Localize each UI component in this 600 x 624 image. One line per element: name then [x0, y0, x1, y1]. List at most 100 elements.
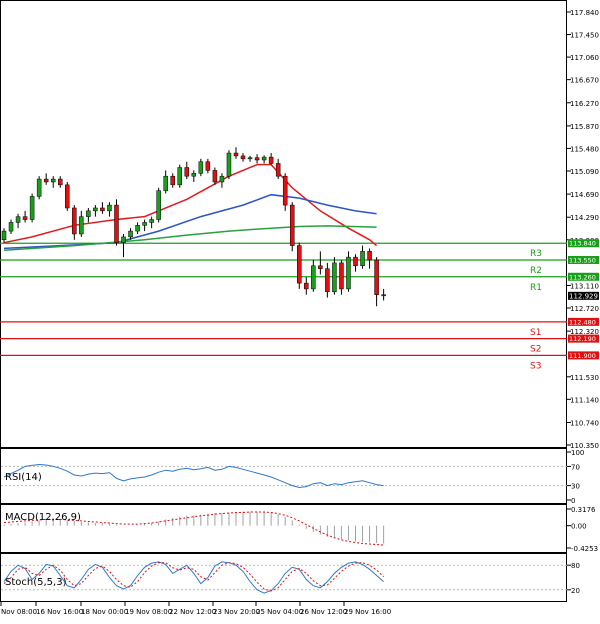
candle-body — [177, 167, 182, 186]
x-tick-label: 29 Nov 16:00 — [344, 608, 391, 616]
candle-body — [191, 173, 197, 177]
rsi-y-tick-label: 0 — [571, 497, 575, 505]
price-y-tick-label: 111.530 — [570, 374, 599, 382]
candlesticks — [1, 147, 386, 307]
x-tick-label: 26 Nov 12:00 — [300, 608, 347, 616]
macd-panel — [0, 504, 567, 553]
level-value-label: 111.900 — [569, 352, 596, 360]
candle-body — [156, 190, 161, 220]
candle-body — [353, 256, 358, 267]
candle-body — [346, 256, 351, 290]
last-price-label: 112.929 — [569, 292, 598, 300]
candle-body — [212, 170, 218, 183]
price-y-tick-label: 110.740 — [570, 419, 599, 427]
x-tick-label: 22 Nov 12:00 — [169, 608, 216, 616]
level-value-box — [568, 334, 599, 343]
candle-body — [57, 178, 63, 186]
x-tick-label: Nov 08:00 — [1, 608, 37, 616]
macd-indicator: 0.3176 0.00 -0.4253 — [3, 506, 598, 553]
candle-body — [240, 155, 246, 160]
candle-body — [297, 245, 302, 284]
x-tick-label: 25 Nov 04:00 — [256, 608, 303, 616]
level-value-box — [568, 239, 599, 248]
candle-body — [128, 230, 133, 238]
level-name-label: S2 — [530, 345, 541, 355]
candle-body — [374, 259, 379, 295]
candle-body — [15, 216, 21, 223]
x-tick-label: 23 Nov 20:00 — [213, 608, 260, 616]
price-y-tick-label: 115.480 — [570, 145, 599, 153]
level-value-label: 113.550 — [569, 257, 596, 265]
candle-body — [121, 236, 126, 243]
candle-body — [93, 207, 98, 212]
candle-body — [135, 225, 140, 232]
candle-body — [261, 156, 267, 161]
candle-body — [325, 268, 330, 293]
candle-body — [205, 161, 211, 171]
macd-y-tick-label: 0.3176 — [571, 506, 596, 514]
x-tick-label: 16 Nov 16:00 — [36, 608, 83, 616]
candle-body — [184, 167, 190, 177]
candle-body — [29, 196, 35, 220]
candle-body — [36, 178, 42, 197]
price-y-tick-label: 114.690 — [570, 191, 599, 199]
price-y-tick-label: 117.060 — [570, 54, 599, 62]
last-price-box — [568, 291, 599, 300]
level-value-label: 112.190 — [569, 335, 596, 343]
candle-body — [8, 222, 14, 232]
level-name-label: S3 — [530, 361, 541, 371]
stoch-label: Stoch(5,5,3) — [5, 577, 67, 588]
candle-body — [1, 230, 7, 241]
rsi-line — [3, 463, 384, 489]
price-y-tick-label: 115.870 — [570, 123, 599, 131]
candle-body — [86, 210, 91, 217]
macd-signal-line — [3, 511, 384, 546]
ma-line-2 — [3, 225, 377, 251]
candle-body — [268, 156, 274, 164]
candle-body — [79, 216, 84, 235]
stoch-signal-line — [3, 562, 384, 592]
level-name-label: S1 — [530, 328, 541, 338]
price-y-tick-label: 115.090 — [570, 168, 599, 176]
candle-body — [43, 178, 49, 183]
stoch-panel — [0, 553, 567, 602]
candle-body — [65, 184, 70, 209]
candle-body — [304, 282, 309, 290]
candle-body — [198, 161, 204, 174]
rsi-label: RSI(14) — [5, 472, 42, 483]
rsi-indicator: 100 70 30 0 — [1, 449, 584, 505]
price-y-tick-label: 117.840 — [570, 9, 599, 17]
level-value-box — [568, 351, 599, 360]
level-value-box — [568, 256, 599, 265]
candle-body — [311, 265, 316, 290]
x-tick-label: 19 Nov 08:00 — [125, 608, 172, 616]
candle-body — [226, 152, 232, 177]
price-y-tick-label: 114.290 — [570, 214, 599, 222]
candle-body — [360, 251, 365, 267]
stochastic-indicator: 80 20 — [1, 561, 580, 595]
level-name-label: R3 — [530, 249, 542, 259]
candle-body — [275, 163, 281, 177]
candle-body — [318, 265, 323, 269]
stoch-y-tick-label: 20 — [571, 587, 580, 595]
rsi-y-tick-label: 100 — [571, 449, 584, 457]
candle-body — [219, 175, 225, 183]
level-value-label: 112.480 — [569, 318, 596, 326]
level-value-box — [568, 317, 599, 326]
candle-body — [381, 294, 386, 297]
candle-body — [149, 219, 154, 223]
candle-body — [367, 251, 372, 261]
candle-body — [170, 175, 175, 186]
candle-body — [289, 204, 295, 246]
macd-label: MACD(12,26,9) — [5, 512, 81, 523]
candle-body — [114, 204, 119, 243]
price-y-tick-label: 110.350 — [570, 442, 599, 450]
candle-body — [332, 262, 337, 293]
price-y-tick-label: 111.140 — [570, 396, 599, 404]
level-name-label: R1 — [530, 283, 542, 293]
price-y-tick-label: 112.720 — [570, 305, 599, 313]
level-value-label: 113.840 — [569, 240, 596, 248]
price-y-axis: 117.840 117.450 117.060 116.670 116.270 115.8… — [567, 9, 599, 450]
